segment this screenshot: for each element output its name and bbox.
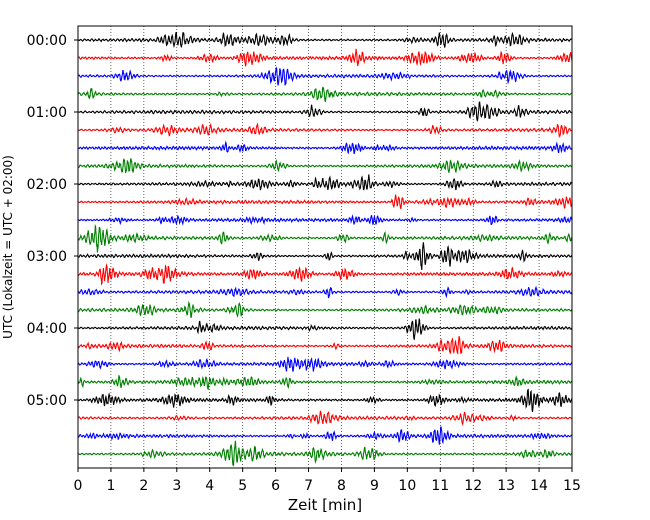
x-tick-label: 9 bbox=[370, 478, 379, 494]
trace-line bbox=[77, 174, 573, 191]
trace-line bbox=[77, 86, 573, 103]
trace-line bbox=[77, 388, 573, 412]
x-tick-label: 15 bbox=[563, 478, 581, 494]
trace-line bbox=[77, 101, 573, 122]
trace-line bbox=[77, 242, 573, 270]
x-axis-label: Zeit [min] bbox=[288, 496, 362, 514]
x-tick-label: 2 bbox=[139, 478, 148, 494]
y-tick-label: 02:00 bbox=[27, 177, 67, 193]
trace-line bbox=[77, 158, 573, 174]
x-tick-label: 6 bbox=[271, 478, 280, 494]
trace-line bbox=[77, 214, 573, 226]
x-tick-label: 11 bbox=[431, 478, 449, 494]
trace-line bbox=[77, 262, 573, 286]
x-tick-label: 7 bbox=[304, 478, 313, 494]
x-tick-label: 0 bbox=[74, 478, 83, 494]
x-tick-label: 3 bbox=[172, 478, 181, 494]
plot-frame bbox=[77, 25, 573, 469]
trace-line bbox=[77, 223, 573, 253]
x-tick-label: 1 bbox=[106, 478, 115, 494]
trace-line bbox=[77, 31, 573, 49]
y-tick-label: 03:00 bbox=[27, 249, 67, 265]
y-axis-label: UTC (Lokalzeit = UTC + 02:00) bbox=[1, 155, 15, 339]
trace-line bbox=[77, 140, 573, 155]
x-tick-label: 12 bbox=[464, 478, 482, 494]
y-tick-label: 04:00 bbox=[27, 321, 67, 337]
seismogram-traces bbox=[77, 31, 573, 467]
x-tick-label: 5 bbox=[238, 478, 247, 494]
y-tick-label: 05:00 bbox=[27, 393, 67, 409]
trace-line bbox=[77, 318, 573, 340]
trace-line bbox=[77, 375, 573, 391]
trace-line bbox=[77, 300, 573, 319]
trace-line bbox=[77, 336, 573, 355]
trace-line bbox=[77, 410, 573, 426]
x-tick-label: 13 bbox=[497, 478, 515, 494]
trace-line bbox=[77, 194, 573, 210]
trace-line bbox=[77, 285, 573, 299]
trace-line bbox=[77, 48, 573, 67]
trace-line bbox=[77, 122, 573, 139]
y-tick-label: 01:00 bbox=[27, 105, 67, 121]
x-tick-label: 4 bbox=[205, 478, 214, 494]
minute-grid bbox=[110, 26, 540, 468]
y-axis-ticks: 00:00 01:00 02:00 03:00 04:00 05:00 bbox=[27, 33, 78, 409]
x-tick-label: 8 bbox=[337, 478, 346, 494]
trace-line bbox=[77, 440, 573, 467]
x-tick-label: 10 bbox=[398, 478, 416, 494]
trace-line bbox=[77, 356, 573, 372]
x-axis-ticks: 0 1 2 3 4 5 6 7 8 9 10 11 12 13 14 15 bbox=[74, 468, 581, 494]
trace-line bbox=[77, 66, 573, 86]
trace-line bbox=[77, 426, 573, 445]
y-tick-label: 00:00 bbox=[27, 33, 67, 49]
x-tick-label: 14 bbox=[530, 478, 548, 494]
